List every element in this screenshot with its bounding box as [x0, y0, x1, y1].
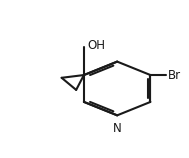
Text: Br: Br — [168, 69, 181, 82]
Text: OH: OH — [88, 39, 106, 52]
Text: N: N — [113, 122, 122, 135]
